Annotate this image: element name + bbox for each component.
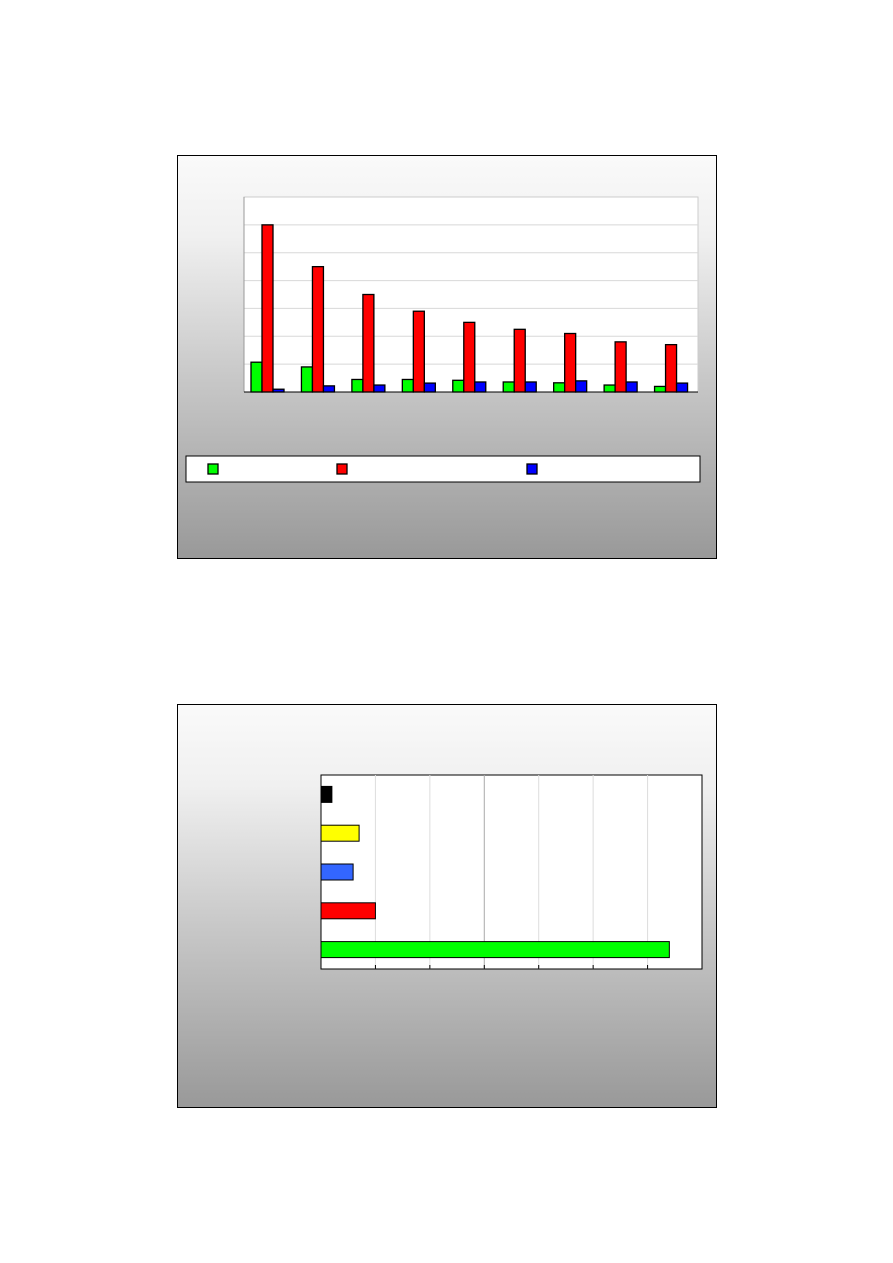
bar [362,293,375,393]
bar [452,379,465,393]
legend-swatch [336,463,348,475]
bar [373,384,386,393]
bar [423,382,436,393]
bar [513,328,526,393]
bar [412,310,425,393]
bar [524,381,537,393]
bar [320,902,376,920]
legend [185,455,701,483]
bar [664,343,678,393]
bar [463,321,476,393]
bar [320,785,333,803]
bar [553,382,566,393]
bar [320,824,360,842]
bar [261,224,274,393]
bar [272,388,285,393]
bar [502,381,515,393]
bar [250,361,263,393]
bar [311,265,325,393]
plot-area [320,774,703,970]
bar [401,378,414,393]
bar [614,341,627,393]
chart-canvas [185,196,701,483]
bar [675,382,689,393]
bar [474,381,487,393]
bar [564,332,577,393]
bar [625,381,638,393]
chart-canvas [320,774,703,970]
vertical-bar-chart [177,155,717,559]
bar [300,366,314,393]
bar [351,378,364,393]
bar [320,863,354,881]
bar [320,941,670,959]
bar [575,380,588,393]
horizontal-bar-chart [177,704,717,1108]
legend-swatch [526,463,538,475]
bar [653,385,667,393]
bar [603,384,616,393]
legend-swatch [207,463,219,475]
bar [322,385,336,393]
